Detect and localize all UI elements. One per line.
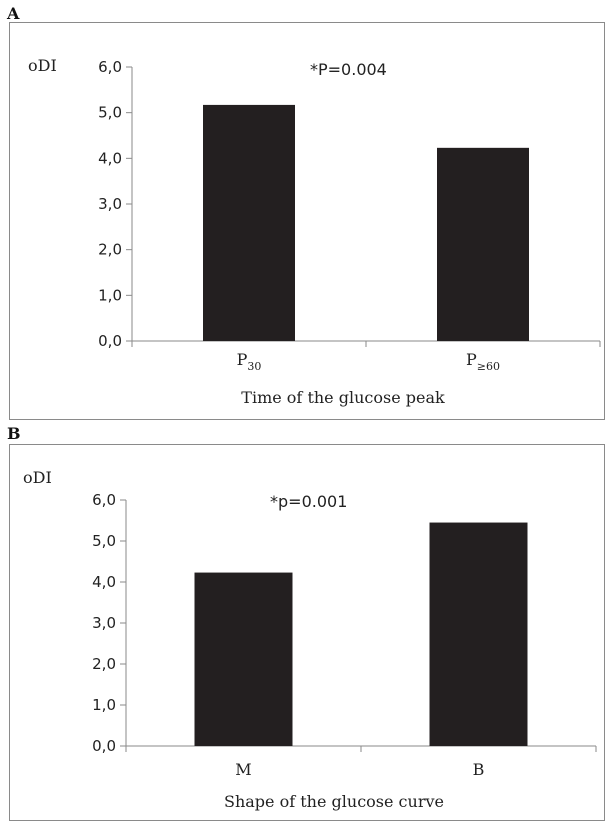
- y-tick-label: 2,0: [98, 241, 122, 259]
- y-tick-label: 6,0: [98, 58, 122, 76]
- y-tick-label: 4,0: [98, 149, 122, 167]
- y-tick-label: 2,0: [92, 655, 116, 673]
- y-tick-label: 5,0: [92, 532, 116, 550]
- y-tick-label: 0,0: [92, 737, 116, 755]
- y-tick-label: 6,0: [92, 491, 116, 509]
- bar: [194, 572, 293, 746]
- significance-annotation: *P=0.004: [310, 60, 387, 79]
- x-tick-label: P30: [237, 350, 262, 373]
- y-tick-label: 5,0: [98, 104, 122, 122]
- panel-a-letter: A: [7, 4, 20, 23]
- x-tick-label: M: [235, 760, 251, 779]
- panel-b-letter: B: [7, 424, 21, 443]
- x-tick-label: P≥60: [466, 350, 500, 373]
- y-tick-label: 3,0: [92, 614, 116, 632]
- panel-a-frame: oDI *P=0.004 0,0 1,0 2,0 3,0 4,0 5,0 6,0 P30 P≥6…: [9, 22, 605, 420]
- bar: [437, 147, 529, 341]
- bar: [429, 522, 528, 746]
- y-tick-label: 1,0: [98, 286, 122, 304]
- chart-a: oDI *P=0.004 0,0 1,0 2,0 3,0 4,0 5,0 6,0 P30 P≥6…: [28, 56, 601, 407]
- x-axis-label: Time of the glucose peak: [241, 388, 445, 407]
- bar: [203, 104, 295, 341]
- significance-annotation: *p=0.001: [270, 492, 347, 511]
- y-tick-label: 3,0: [98, 195, 122, 213]
- x-tick-label: B: [473, 760, 485, 779]
- panel-b-frame: oDI *p=0.001 0,0 1,0 2,0 3,0 4,0 5,0 6,0 M B Sha…: [9, 444, 605, 821]
- x-axis-label: Shape of the glucose curve: [224, 792, 444, 811]
- y-tick-label: 4,0: [92, 573, 116, 591]
- y-tick-label: 1,0: [92, 696, 116, 714]
- y-tick-label: 0,0: [98, 332, 122, 350]
- y-axis-label: oDI: [28, 56, 57, 75]
- y-axis-label: oDI: [23, 468, 52, 487]
- chart-b: oDI *p=0.001 0,0 1,0 2,0 3,0 4,0 5,0 6,0 M B Sha…: [23, 468, 597, 811]
